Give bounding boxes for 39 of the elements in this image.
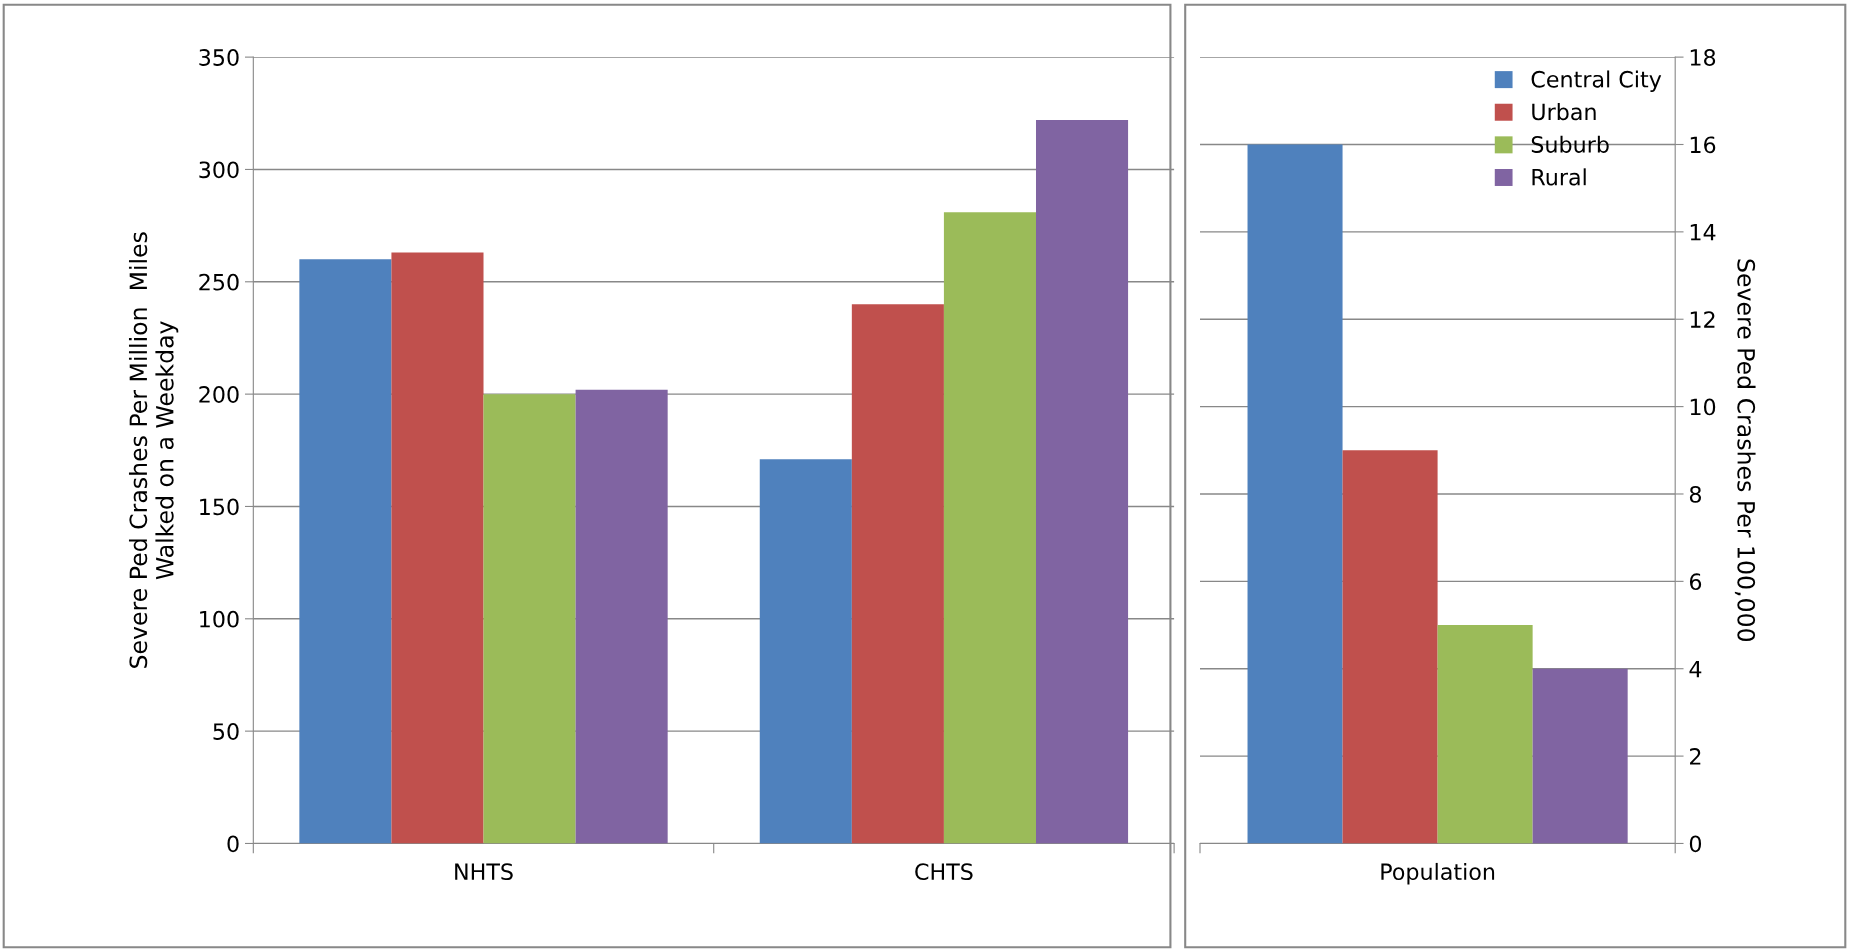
bar [391, 252, 484, 844]
y-tick-label: 50 [213, 723, 239, 740]
y-tick-label: 16 [1690, 136, 1716, 154]
bar [1342, 450, 1438, 844]
bar [851, 304, 944, 844]
y-tick-label: 0 [227, 835, 239, 853]
y-tick-label: 10 [1690, 398, 1716, 416]
x-tick-label: Population [1381, 862, 1495, 885]
bar [299, 259, 392, 844]
legend-label: Urban [1532, 103, 1596, 121]
y-tick-label: 150 [200, 498, 239, 516]
y-tick-label: 350 [199, 49, 239, 66]
bar [575, 389, 668, 844]
y-tick-label: 200 [199, 386, 239, 403]
y-tick-label: 2 [1690, 748, 1701, 765]
legend-label: Central City [1531, 70, 1662, 92]
y-tick-label: 12 [1690, 311, 1715, 328]
bar [483, 394, 576, 844]
y-axis-title: Severe Ped Crashes Per Million Miles Walked on a Weekday [128, 232, 179, 668]
y-tick-label: 8 [1689, 485, 1702, 503]
bar [1035, 120, 1129, 844]
y-axis-title: Severe Ped Crashes Per 100,000 [1734, 259, 1756, 642]
y-tick-label: 4 [1689, 660, 1702, 678]
legend-label: Suburb [1531, 135, 1609, 153]
y-tick-label: 0 [1689, 835, 1702, 853]
bar [943, 212, 1036, 844]
y-tick-label: 300 [199, 161, 239, 179]
y-tick-label: 6 [1689, 573, 1702, 591]
bar [1247, 144, 1343, 844]
y-tick-label: 250 [199, 273, 239, 291]
y-tick-label: 18 [1690, 49, 1716, 66]
y-tick-label: 100 [200, 610, 239, 628]
legend-label: Rural [1532, 168, 1586, 186]
bar [1437, 625, 1533, 844]
y-tick-label: 14 [1690, 224, 1716, 241]
x-tick-label: NHTS [455, 863, 513, 881]
x-tick-label: CHTS [915, 863, 973, 881]
bar [759, 459, 852, 844]
bar [1532, 668, 1628, 844]
